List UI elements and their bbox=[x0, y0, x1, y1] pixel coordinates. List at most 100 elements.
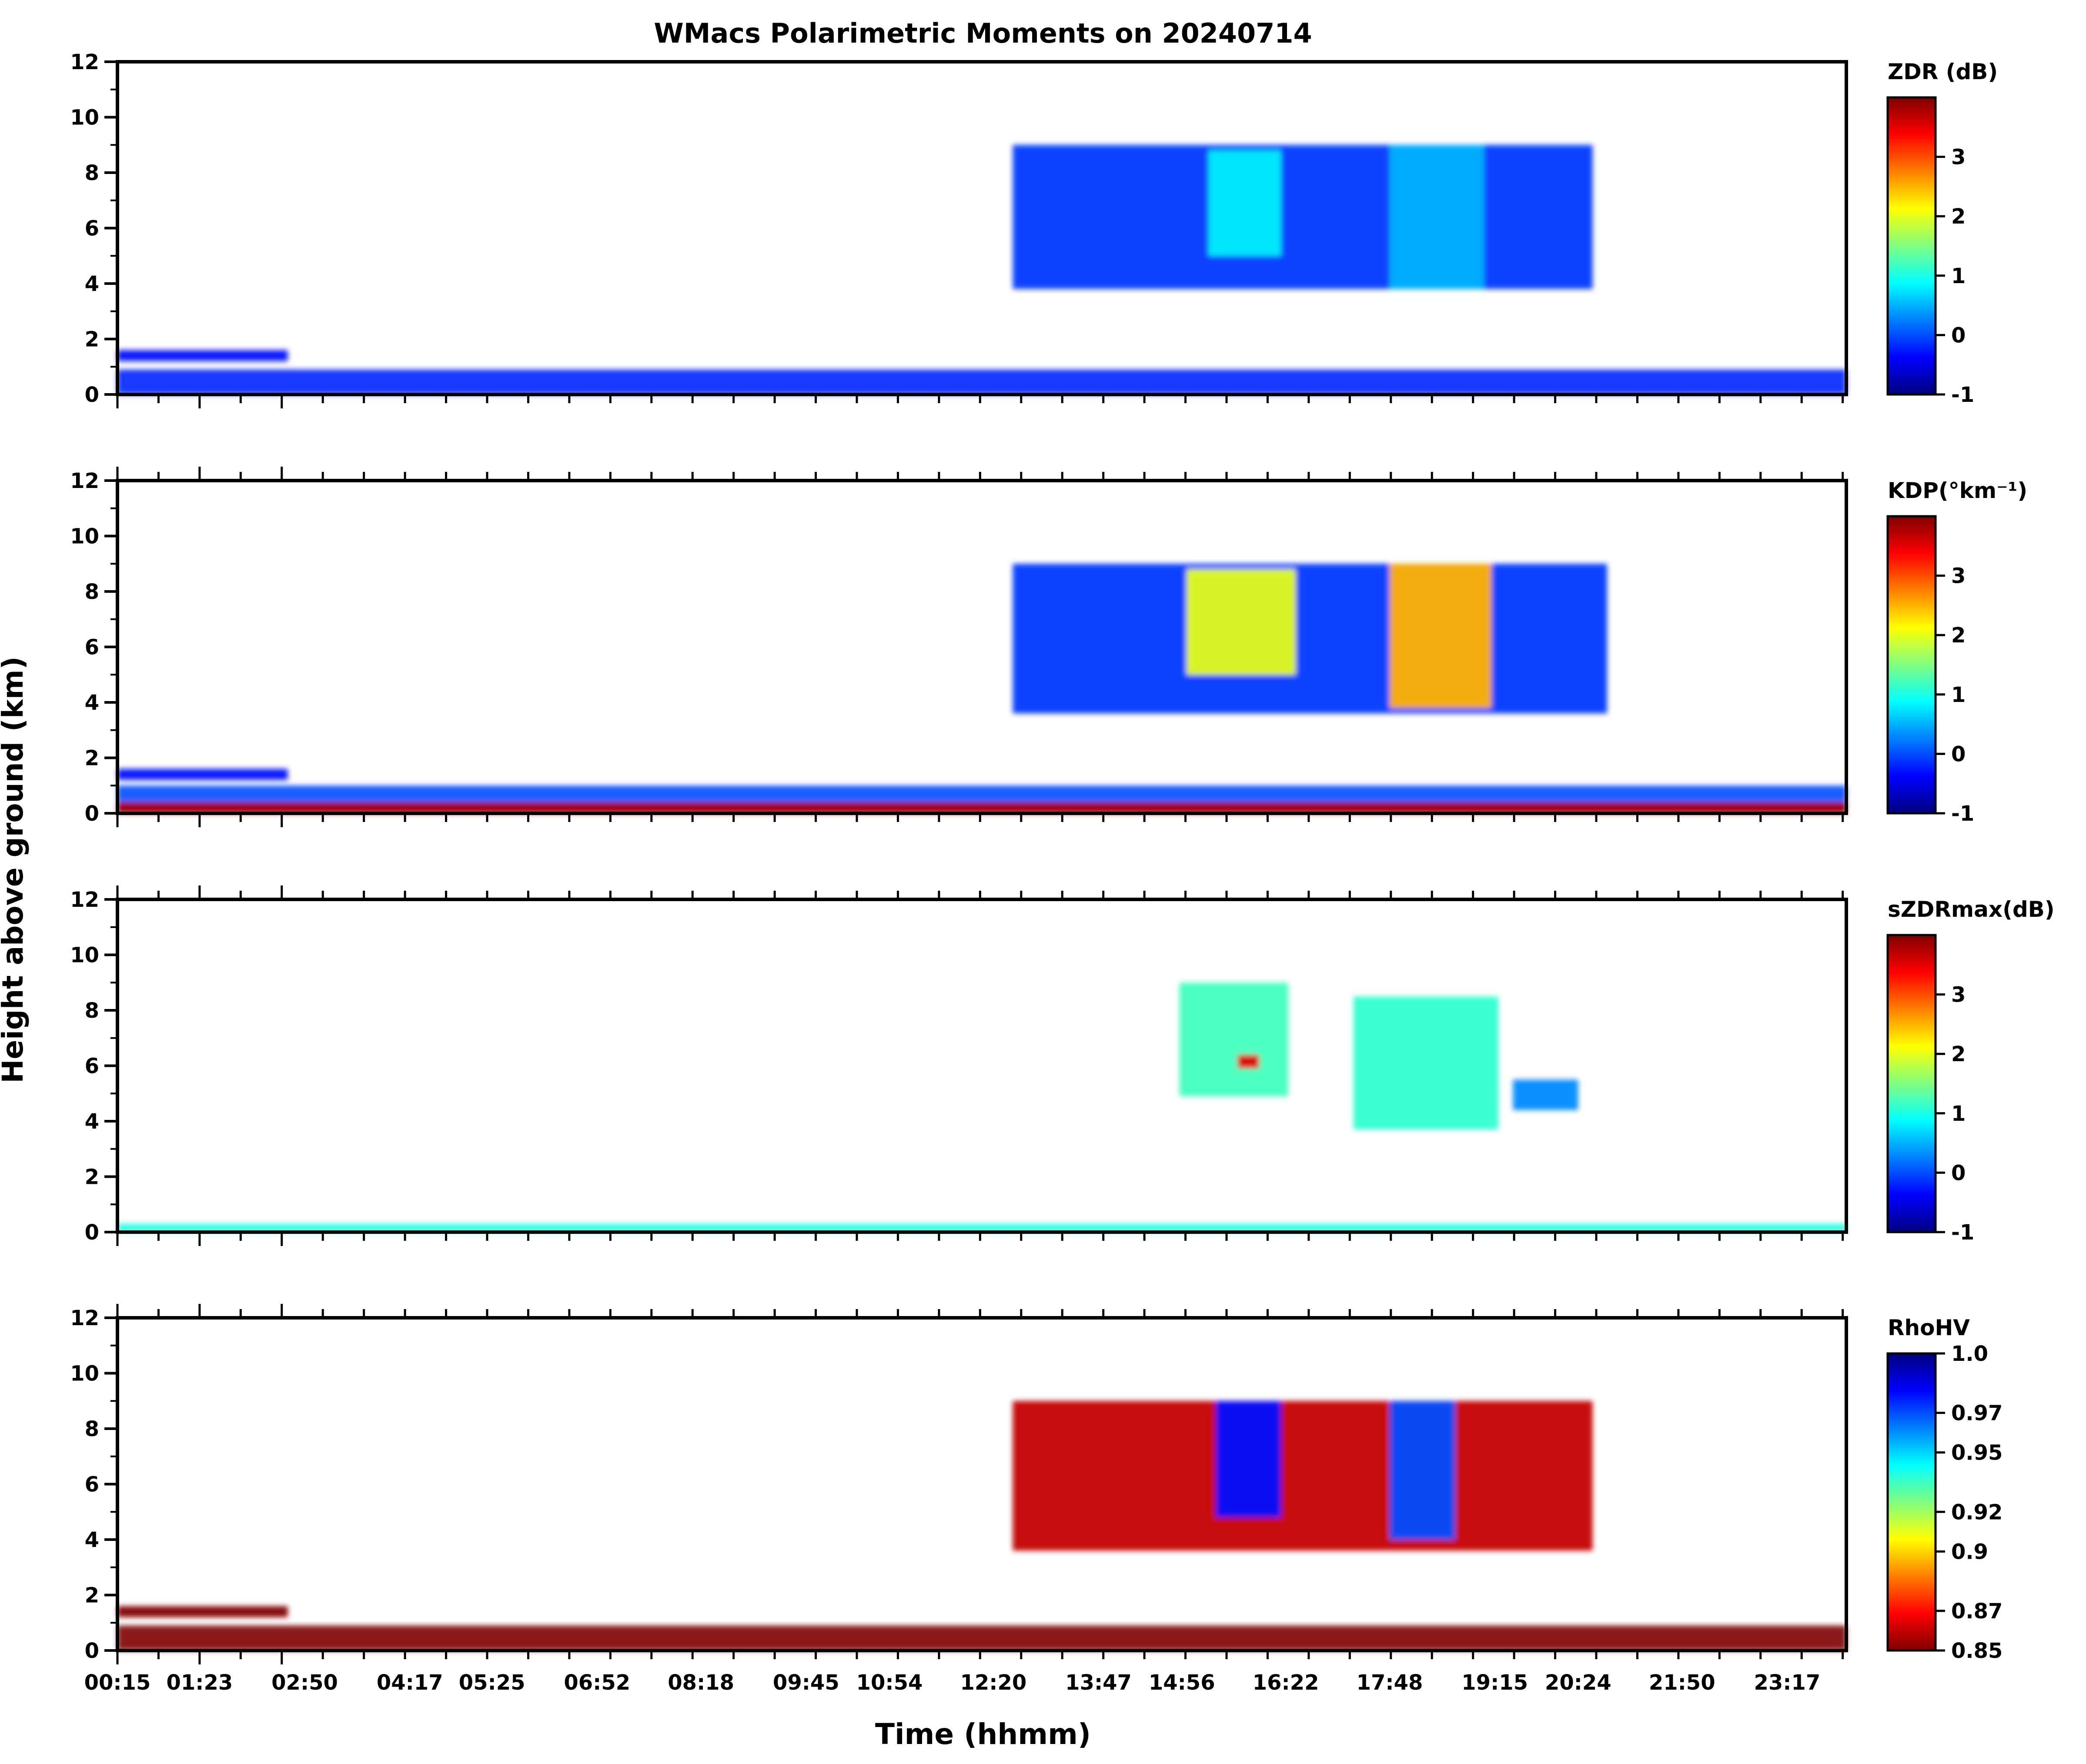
colorbar-rhohv bbox=[1886, 1352, 1937, 1652]
y-tick-label: 2 bbox=[85, 1584, 99, 1608]
data-region bbox=[1390, 145, 1484, 289]
x-tick-label: 16:22 bbox=[1253, 1670, 1319, 1695]
colorbar-tick-label: 1 bbox=[1951, 264, 1966, 288]
x-tick-label: 20:24 bbox=[1545, 1670, 1611, 1695]
figure-title: WMacs Polarimetric Moments on 20240714 bbox=[654, 17, 1312, 49]
y-tick-label: 8 bbox=[85, 1417, 99, 1441]
colorbar-zdr bbox=[1886, 96, 1937, 396]
y-tick-label: 12 bbox=[70, 469, 99, 493]
heatmap-kdp bbox=[117, 564, 1846, 813]
data-region bbox=[1390, 1401, 1455, 1540]
colorbar-tick-label: -1 bbox=[1951, 1220, 1974, 1245]
y-axis-title: Height above ground (km) bbox=[0, 656, 30, 1083]
data-region bbox=[1353, 996, 1498, 1130]
colorbar-tick-label: -1 bbox=[1951, 383, 1974, 407]
y-tick-label: 0 bbox=[85, 1639, 99, 1663]
x-tick-label: 17:48 bbox=[1357, 1670, 1423, 1695]
colorbar-tick-label: 1 bbox=[1951, 683, 1966, 707]
y-tick-label: 8 bbox=[85, 161, 99, 185]
heatmap-zdr bbox=[117, 145, 1846, 394]
data-region bbox=[117, 769, 288, 780]
y-tick-label: 10 bbox=[70, 1362, 99, 1386]
heatmap-szdrmax bbox=[117, 982, 1846, 1232]
data-region bbox=[1179, 982, 1288, 1096]
y-tick-label: 8 bbox=[85, 999, 99, 1023]
data-region bbox=[1513, 1079, 1578, 1110]
colorbar-tick-label: 0.85 bbox=[1951, 1639, 2002, 1663]
data-region bbox=[1390, 564, 1491, 708]
y-tick-label: 2 bbox=[85, 746, 99, 771]
colorbar-kdp bbox=[1886, 515, 1937, 815]
panel-rhohv: 0 2 4 6 8 10 12 00:15 01:23 02:50 04:17 05:25 06:52 0… bbox=[70, 1304, 2002, 1695]
colorbar-tick-label: 1 bbox=[1951, 1102, 1966, 1126]
colorbar-tick-label: 3 bbox=[1951, 564, 1966, 588]
y-tick-label: 0 bbox=[85, 383, 99, 407]
y-tick-label: 6 bbox=[85, 217, 99, 241]
data-region bbox=[1013, 564, 1607, 714]
y-tick-label: 10 bbox=[70, 106, 99, 130]
colorbar-tick-label: 0 bbox=[1951, 742, 1966, 766]
y-tick-label: 4 bbox=[85, 272, 99, 296]
x-axis-title: Time (hhmm) bbox=[875, 1717, 1091, 1751]
x-tick-label: 01:23 bbox=[166, 1670, 233, 1695]
data-region bbox=[1013, 145, 1593, 289]
colorbar-tick-label: 0.92 bbox=[1951, 1500, 2002, 1524]
x-tick-label: 21:50 bbox=[1649, 1670, 1715, 1695]
colorbar-tick-label: 0.95 bbox=[1951, 1441, 2002, 1465]
y-tick-label: 8 bbox=[85, 580, 99, 604]
colorbar-title: sZDRmax(dB) bbox=[1888, 897, 2055, 922]
colorbar-szdrmax bbox=[1886, 934, 1937, 1233]
y-tick-label: 2 bbox=[85, 1165, 99, 1189]
x-tick-label: 02:50 bbox=[271, 1670, 338, 1695]
x-tick-label: 14:56 bbox=[1149, 1670, 1215, 1695]
colorbar-tick-label: 0.9 bbox=[1951, 1540, 1988, 1564]
y-tick-label: 6 bbox=[85, 1054, 99, 1079]
heatmap-rhohv bbox=[117, 1401, 1846, 1650]
data-region bbox=[117, 350, 288, 361]
colorbar-tick-label: -1 bbox=[1951, 802, 1974, 826]
y-tick-label: 2 bbox=[85, 327, 99, 352]
x-tick-label: 23:17 bbox=[1754, 1670, 1820, 1695]
data-region bbox=[1013, 1401, 1593, 1551]
colorbar-tick-label: 3 bbox=[1951, 983, 1966, 1007]
x-tick-label: 04:17 bbox=[377, 1670, 443, 1695]
x-tick-label: 12:20 bbox=[960, 1670, 1026, 1695]
data-region bbox=[1187, 569, 1296, 675]
y-tick-label: 12 bbox=[70, 1306, 99, 1330]
colorbar-tick-label: 0 bbox=[1951, 1161, 1966, 1185]
y-tick-label: 0 bbox=[85, 1220, 99, 1245]
y-tick-label: 10 bbox=[70, 943, 99, 968]
y-tick-label: 6 bbox=[85, 635, 99, 660]
x-tick-label: 19:15 bbox=[1461, 1670, 1528, 1695]
x-tick-label: 05:25 bbox=[459, 1670, 525, 1695]
colorbar-tick-label: 3 bbox=[1951, 145, 1966, 170]
y-tick-label: 12 bbox=[70, 888, 99, 912]
y-tick-label: 4 bbox=[85, 1109, 99, 1134]
axes-frame bbox=[116, 898, 1848, 1234]
colorbar-tick-label: 0.97 bbox=[1951, 1401, 2002, 1426]
data-region bbox=[1216, 1401, 1281, 1517]
colorbar-title: KDP(°km⁻¹) bbox=[1888, 478, 2027, 503]
colorbar-tick-label: 1.0 bbox=[1951, 1342, 1988, 1366]
colorbar-tick-label: 2 bbox=[1951, 1042, 1966, 1066]
data-region bbox=[117, 1625, 1846, 1650]
data-region bbox=[1208, 150, 1281, 256]
x-tick-label: 09:45 bbox=[773, 1670, 839, 1695]
y-tick-label: 6 bbox=[85, 1473, 99, 1497]
colorbar-title: ZDR (dB) bbox=[1888, 59, 1998, 84]
colorbar-tick-label: 2 bbox=[1951, 623, 1966, 648]
colorbar-tick-label: 0 bbox=[1951, 323, 1966, 347]
x-tick-label: 13:47 bbox=[1065, 1670, 1132, 1695]
y-tick-label: 10 bbox=[70, 525, 99, 549]
x-tick-label: 08:18 bbox=[668, 1670, 734, 1695]
colorbar-title: RhoHV bbox=[1888, 1315, 1970, 1340]
data-region bbox=[117, 369, 1846, 394]
colorbar-tick-label: 2 bbox=[1951, 204, 1966, 229]
colorbar-tick-label: 0.87 bbox=[1951, 1599, 2002, 1624]
data-region bbox=[1237, 1055, 1259, 1069]
